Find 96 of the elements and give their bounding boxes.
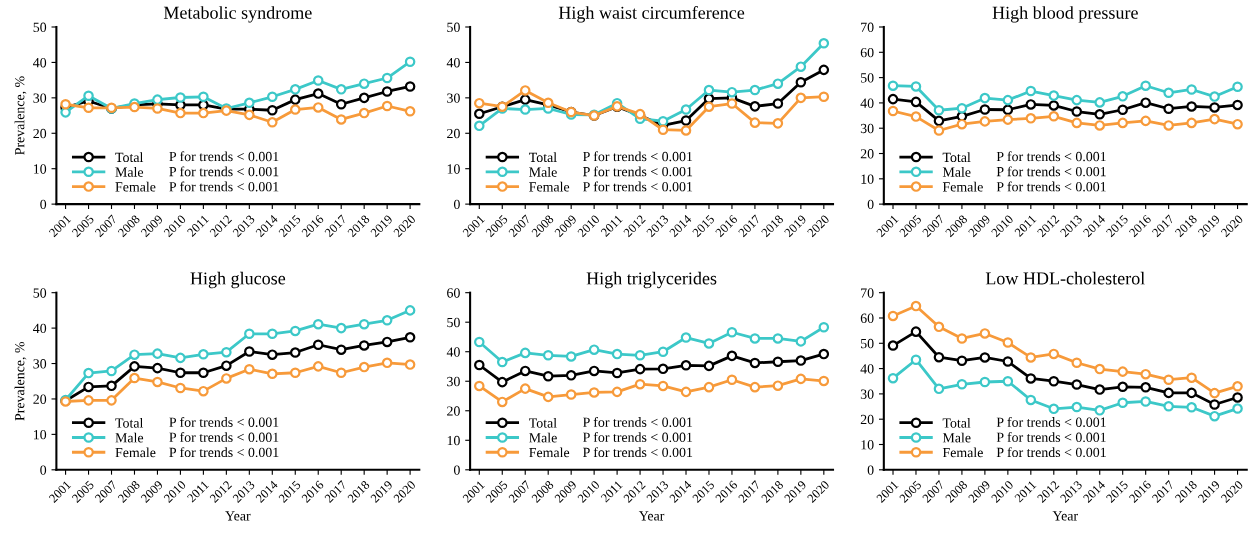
- y-tick-label: 0: [453, 199, 460, 210]
- y-tick-label: 30: [860, 389, 874, 399]
- y-tick-label: 30: [33, 359, 47, 369]
- legend-label: Total: [115, 152, 144, 163]
- annotation: P for trends < 0.001: [169, 181, 279, 192]
- y-tick-label: 50: [33, 22, 47, 32]
- y-axis-title: Prevalence, %: [14, 76, 27, 155]
- annotation: P for trends < 0.001: [583, 166, 693, 177]
- y-tick-label: 10: [34, 429, 47, 440]
- x-tick-label: 2011: [186, 480, 210, 503]
- annotation: P for trends < 0.001: [169, 166, 279, 177]
- y-tick-label: 30: [860, 123, 874, 134]
- annotation: P for trends < 0.001: [996, 447, 1106, 458]
- annotation: P for trends < 0.001: [583, 447, 693, 458]
- chart-title: High glucose: [190, 271, 286, 289]
- y-tick-label: 0: [40, 465, 47, 475]
- legend-label: Total: [529, 417, 557, 428]
- legend-label: Female: [529, 447, 570, 458]
- y-tick-label: 30: [33, 93, 47, 103]
- y-tick-label: 20: [33, 394, 47, 404]
- legend-label: Male: [529, 167, 557, 177]
- y-tick-label: 0: [867, 465, 874, 475]
- y-tick-label: 40: [446, 58, 460, 68]
- y-tick-label: 50: [447, 317, 460, 328]
- legend-label: Total: [115, 417, 144, 428]
- y-tick-label: 30: [447, 93, 460, 103]
- y-tick-label: 10: [861, 440, 874, 450]
- y-tick-label: 0: [867, 199, 874, 210]
- legend-label: Male: [529, 432, 557, 443]
- annotation: P for trends < 0.001: [169, 151, 279, 162]
- y-tick-label: 0: [453, 465, 460, 475]
- legend-label: Female: [529, 181, 570, 192]
- annotation: P for trends < 0.001: [169, 416, 279, 427]
- annotation: P for trends < 0.001: [169, 432, 279, 443]
- y-tick-label: 20: [33, 128, 47, 139]
- x-axis-title: Year: [638, 511, 665, 521]
- annotation: P for trends < 0.001: [996, 151, 1106, 162]
- y-tick-label: 20: [447, 128, 460, 139]
- y-tick-label: 20: [447, 406, 460, 416]
- x-tick-label: 2001: [875, 214, 899, 238]
- y-tick-label: 60: [860, 47, 874, 58]
- x-tick-label: 2001: [462, 214, 485, 238]
- y-tick-label: 20: [860, 414, 874, 425]
- chart-title: Low HDL-cholesterol: [985, 271, 1145, 285]
- annotation: P for trends < 0.001: [583, 181, 693, 192]
- annotation: P for trends < 0.001: [583, 416, 693, 427]
- annotation: P for trends < 0.001: [996, 181, 1106, 192]
- y-tick-label: 10: [447, 435, 460, 446]
- legend-label: Total: [529, 152, 557, 163]
- annotation: P for trends < 0.001: [996, 432, 1106, 443]
- legend-label: Female: [115, 447, 156, 458]
- annotation: P for trends < 0.001: [583, 432, 693, 443]
- y-tick-label: 60: [860, 313, 874, 323]
- legend-label: Female: [115, 181, 156, 192]
- chart-title: Metabolic syndrome: [163, 6, 312, 23]
- y-tick-label: 0: [40, 199, 47, 210]
- x-axis-title: Year: [225, 511, 251, 521]
- annotation: P for trends < 0.001: [996, 416, 1106, 427]
- y-tick-label: 60: [447, 288, 460, 298]
- y-tick-label: 10: [861, 174, 874, 184]
- annotation: P for trends < 0.001: [583, 151, 693, 162]
- x-axis-title: Year: [1052, 511, 1078, 521]
- legend-label: Male: [115, 432, 144, 443]
- y-tick-label: 70: [861, 22, 874, 32]
- x-tick-label: 2011: [186, 214, 210, 238]
- y-tick-label: 40: [33, 323, 47, 334]
- legend-label: Total: [942, 417, 971, 428]
- legend-label: Female: [942, 181, 983, 192]
- y-tick-label: 40: [446, 347, 460, 357]
- y-tick-label: 40: [860, 98, 874, 108]
- y-tick-label: 50: [861, 338, 874, 349]
- x-tick-label: 2001: [48, 214, 72, 238]
- y-tick-label: 30: [447, 376, 460, 387]
- y-tick-label: 50: [33, 288, 47, 298]
- y-tick-label: 40: [33, 58, 47, 68]
- y-tick-label: 70: [861, 288, 874, 298]
- y-tick-label: 40: [860, 364, 874, 374]
- chart-title: High triglycerides: [586, 271, 717, 289]
- legend-label: Male: [942, 167, 971, 177]
- y-tick-label: 10: [447, 164, 460, 174]
- annotation: P for trends < 0.001: [996, 166, 1106, 177]
- annotation: P for trends < 0.001: [169, 447, 279, 458]
- y-tick-label: 20: [860, 149, 874, 159]
- legend-label: Total: [942, 152, 971, 163]
- legend-label: Male: [942, 432, 971, 443]
- y-tick-label: 50: [861, 73, 874, 83]
- x-tick-label: 2001: [462, 480, 485, 504]
- y-tick-label: 10: [34, 164, 47, 174]
- x-tick-label: 2011: [600, 214, 623, 238]
- x-tick-label: 2011: [1014, 214, 1037, 238]
- legend-label: Male: [115, 167, 144, 177]
- legend-label: Female: [942, 447, 983, 458]
- y-axis-title: Prevalence, %: [14, 342, 27, 421]
- y-tick-label: 50: [447, 22, 460, 32]
- chart-title: High blood pressure: [992, 6, 1138, 23]
- chart-title: High waist circumference: [558, 5, 745, 23]
